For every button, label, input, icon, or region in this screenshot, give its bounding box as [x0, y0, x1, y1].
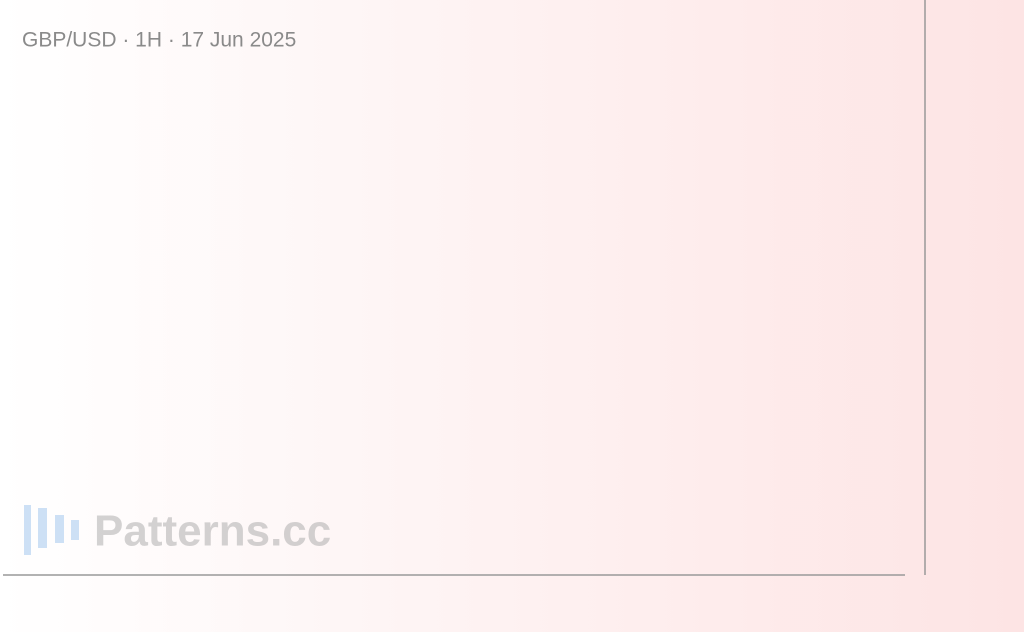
watermark: Patterns.cc: [24, 505, 331, 556]
watermark-text: Patterns.cc: [94, 507, 331, 556]
chart-title: GBP/USD · 1H · 17 Jun 2025: [22, 29, 296, 52]
axes: [3, 0, 926, 576]
